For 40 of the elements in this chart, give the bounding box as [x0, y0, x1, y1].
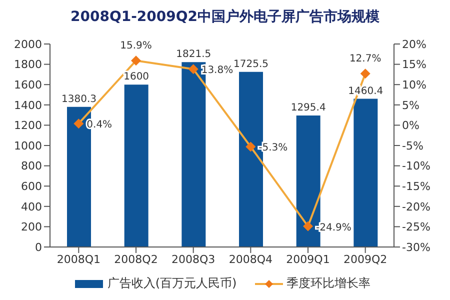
y2-tick-label: -30% [402, 240, 430, 254]
y2-tick-label: -15% [402, 180, 430, 194]
legend-label: 季度环比增长率 [286, 275, 371, 292]
x-tick-label: 2008Q4 [228, 252, 272, 266]
x-tick-label: 2008Q1 [56, 252, 100, 266]
y2-tick-label: -5% [402, 139, 424, 152]
y2-tick-label: 5% [402, 98, 420, 112]
y2-tick-label: -10% [402, 160, 430, 173]
chart-title: 2008Q1-2009Q2中国户外电子屏广告市场规模 [69, 8, 381, 27]
y-tick-label: 2000 [14, 38, 42, 51]
x-tick-label: 2008Q2 [114, 252, 158, 266]
y2-tick-label: 0% [402, 119, 420, 132]
y-tick-label: 400 [21, 200, 42, 214]
y-tick-label: 1400 [14, 98, 42, 112]
y2-tick-label: 10% [402, 78, 426, 92]
y-tick-label: 1200 [14, 119, 42, 132]
y-tick-label: 0 [35, 240, 42, 254]
y-tick-label: 600 [21, 180, 42, 194]
y2-tick-label: 15% [402, 58, 426, 72]
bar [354, 98, 378, 247]
x-tick-label: 2008Q3 [172, 252, 216, 266]
data-label: 1295.4 [290, 102, 326, 114]
data-label: 12.7% [349, 54, 382, 65]
data-label: 1725.5 [234, 58, 268, 70]
legend-label: 广告收入(百万元人民币) [106, 275, 237, 292]
data-label: 1600 [124, 72, 150, 83]
x-tick-label: 2009Q2 [344, 252, 388, 266]
bar [124, 84, 148, 247]
y-tick-label: 1000 [14, 139, 42, 152]
y-tick-label: 800 [21, 160, 42, 173]
y2-tick-label: -25% [402, 220, 430, 234]
y-tick-label: 200 [21, 220, 42, 234]
data-label: 1380.3 [62, 94, 96, 105]
y-tick-label: 1800 [14, 58, 42, 72]
data-label: 1821.5 [176, 49, 212, 60]
data-label: 15.9% [120, 40, 152, 52]
y-tick-label: 1600 [14, 78, 42, 92]
y2-tick-label: -20% [402, 200, 430, 214]
x-tick-label: 2009Q1 [286, 252, 330, 266]
y2-tick-label: 20% [402, 38, 426, 51]
